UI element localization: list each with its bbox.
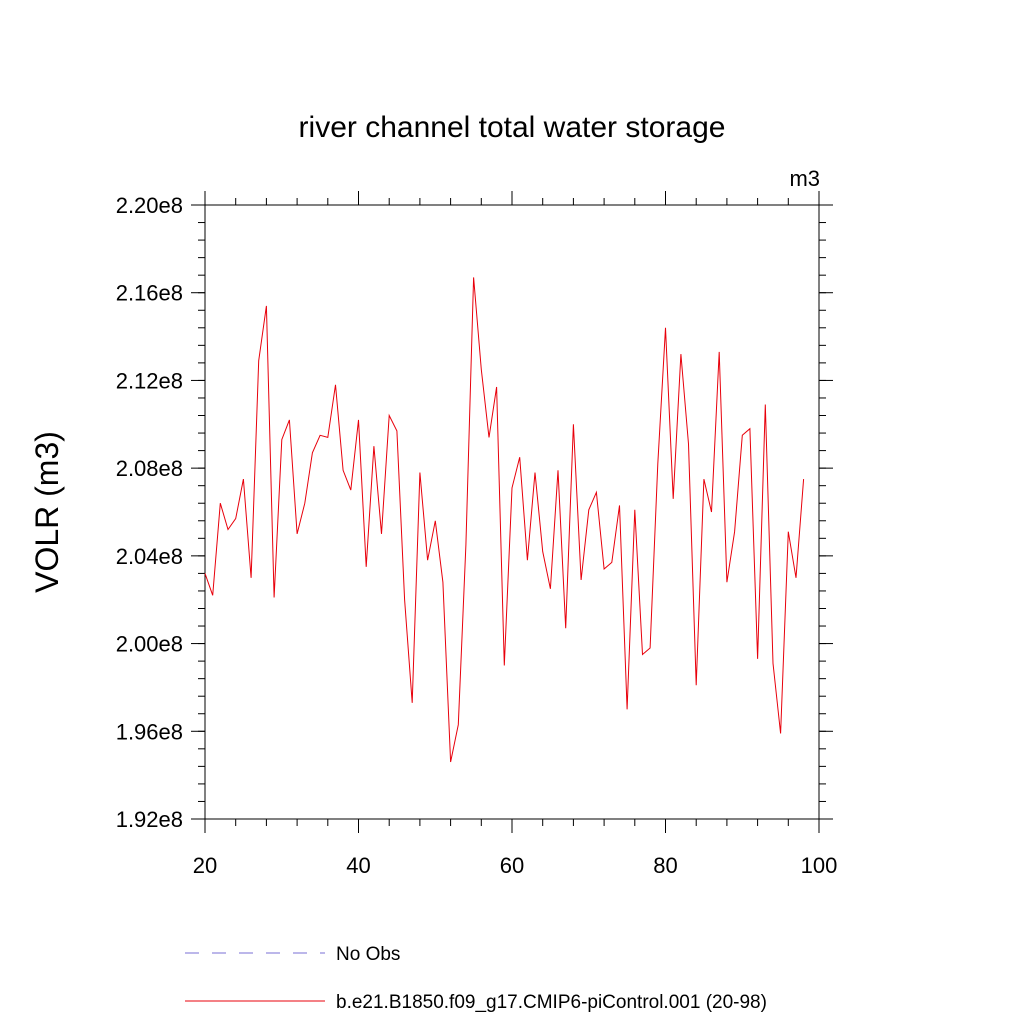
legend-label-picontrol: b.e21.B1850.f09_g17.CMIP6-piControl.001 … <box>336 992 767 1013</box>
series-line <box>204 277 805 763</box>
y-tick-label: 2.08e8 <box>116 456 183 481</box>
minor-ticks <box>198 198 826 826</box>
legend-label-no-obs: No Obs <box>336 944 400 965</box>
legend: No Obs b.e21.B1850.f09_g17.CMIP6-piContr… <box>185 944 767 1013</box>
units-label: m3 <box>789 166 820 191</box>
y-tick-label: 2.16e8 <box>116 281 183 306</box>
y-tick-label: 2.00e8 <box>116 632 183 657</box>
x-tick-label: 60 <box>500 853 524 878</box>
major-ticks <box>191 191 833 833</box>
x-tick-label: 100 <box>801 853 838 878</box>
y-tick-label: 2.20e8 <box>116 193 183 218</box>
y-tick-labels: 1.92e8 1.96e8 2.00e8 2.04e8 2.08e8 2.12e8 2.16… <box>116 193 183 832</box>
plot-frame <box>204 204 820 820</box>
x-tick-label: 80 <box>653 853 677 878</box>
y-tick-label: 2.04e8 <box>116 544 183 569</box>
x-tick-labels: 20 40 60 80 100 <box>193 853 838 878</box>
y-axis-label: VOLR (m3) <box>29 431 65 593</box>
y-tick-label: 1.92e8 <box>116 807 183 832</box>
y-tick-label: 1.96e8 <box>116 719 183 744</box>
chart-title: river channel total water storage <box>299 111 726 144</box>
x-tick-label: 20 <box>193 853 217 878</box>
y-tick-label: 2.12e8 <box>116 368 183 393</box>
x-tick-label: 40 <box>346 853 370 878</box>
